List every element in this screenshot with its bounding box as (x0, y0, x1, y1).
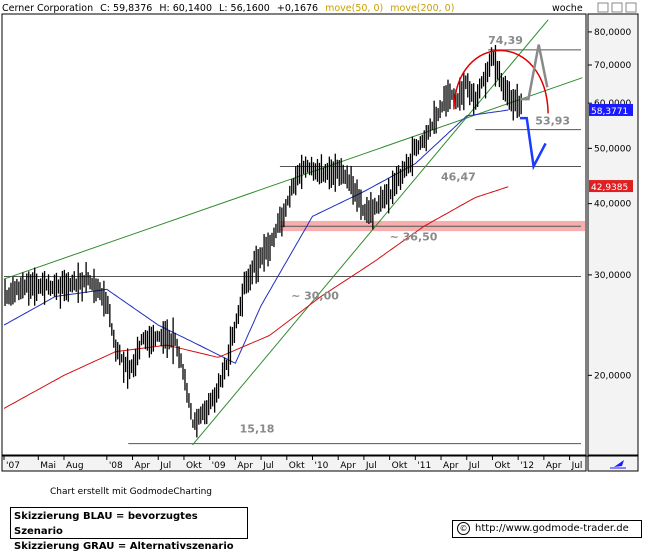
x-tick-label: Jul (571, 461, 583, 471)
x-tick-label: Apr (340, 461, 356, 471)
x-tick-label: Okt (494, 461, 510, 471)
y-tick-label: 80,0000 (594, 28, 631, 38)
chart-header: Cerner Corporation C: 59,8376 H: 60,1400… (2, 3, 454, 14)
ma200-label: move(200, 0) (390, 3, 454, 14)
legend-gray: Skizzierung GRAU = Alternativszenario (14, 541, 234, 552)
x-tick-label: Mai (40, 461, 56, 471)
level-label: 53,93 (535, 115, 570, 128)
x-tick-label: Okt (289, 461, 305, 471)
x-axis-panel (1, 455, 587, 472)
x-tick-label: '09 (212, 461, 226, 471)
close-value: C: 59,8376 (100, 3, 152, 14)
blue-scenario (519, 116, 547, 171)
y-axis-panel (587, 13, 639, 456)
ma50-line (3, 109, 509, 364)
price-tag-box (589, 103, 633, 116)
change-value: +0,1676 (277, 3, 318, 14)
x-tick-label: Apr (237, 461, 253, 471)
gray-scenario (519, 44, 549, 101)
window-controls[interactable] (597, 2, 637, 13)
y-tick-label: 40,0000 (594, 200, 631, 210)
ticker-name: Cerner Corporation (2, 3, 93, 14)
url-box[interactable]: © http://www.godmode-trader.de (452, 520, 642, 538)
x-tick-label: Apr (443, 461, 459, 471)
plot-area (1, 13, 587, 456)
scenario-legend: Skizzierung BLAU = bevorzugtes Szenario … (10, 507, 248, 552)
high-value: H: 60,1400 (159, 3, 212, 14)
x-tick-label: '11 (417, 461, 431, 471)
y-tick-label: 30,0000 (594, 271, 631, 281)
x-tick-label: '07 (6, 461, 20, 471)
x-tick-label: Apr (135, 461, 151, 471)
rounding-top-arc (453, 49, 549, 114)
x-tick-label: Jul (365, 461, 377, 471)
level-label: ~ 36,50 (390, 230, 438, 243)
ma200-tag: 42,9385 (591, 183, 628, 193)
trendline-steep (192, 19, 549, 446)
x-tick-label: Aug (66, 461, 84, 471)
x-tick-label: '08 (109, 461, 123, 471)
x-tick-label: Jul (468, 461, 480, 471)
period-label: woche (552, 3, 583, 14)
level-label: 15,18 (240, 423, 275, 436)
navigator-icon[interactable] (610, 460, 626, 469)
x-tick-label: Jul (159, 461, 171, 471)
x-tick-label: Jul (262, 461, 274, 471)
level-label: ~ 30,00 (291, 290, 339, 303)
site-url[interactable]: http://www.godmode-trader.de (475, 523, 629, 534)
ma200-tag-box (589, 180, 633, 193)
ma50-label: move(50, 0) (325, 3, 383, 14)
y-tick-label: 50,0000 (594, 144, 631, 154)
y-tick-label: 20,0000 (594, 371, 631, 381)
x-tick-label: Apr (546, 461, 562, 471)
level-label: 74,39 (488, 34, 523, 47)
level-label: 46,47 (441, 170, 476, 183)
x-tick-label: '10 (314, 461, 328, 471)
y-tick-label: 70,0000 (594, 61, 631, 71)
corner-box (587, 455, 639, 472)
x-tick-label: '12 (520, 461, 534, 471)
price-tag: 58,3771 (591, 107, 628, 117)
low-value: L: 56,1600 (219, 3, 270, 14)
x-tick-label: Okt (392, 461, 408, 471)
copyright-icon: © (457, 521, 470, 535)
x-tick-label: Okt (186, 461, 202, 471)
ma200-line (3, 186, 509, 409)
chart-credit: Chart erstellt mit GodmodeCharting (50, 487, 212, 497)
legend-blue: Skizzierung BLAU = bevorzugtes Szenario (14, 511, 198, 537)
